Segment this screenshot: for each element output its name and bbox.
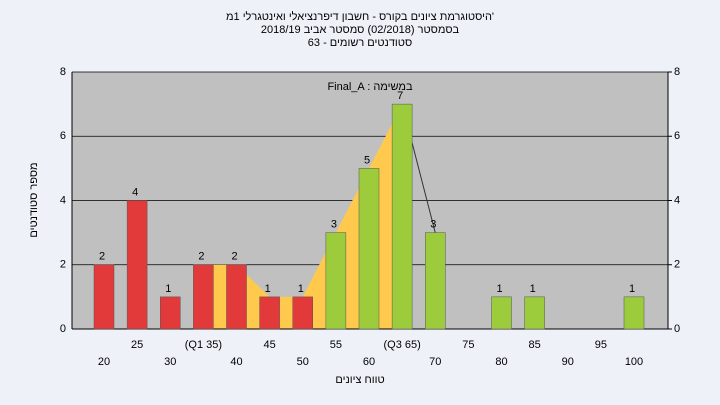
bar bbox=[623, 296, 645, 330]
y-tick-label: 8 bbox=[60, 66, 66, 78]
chart-subtitle: בסמסטר (02/2018) סמסטר אביב 2018/19 bbox=[261, 24, 460, 36]
data-label: 1 bbox=[629, 283, 635, 295]
x-tick-label: 100 bbox=[625, 356, 643, 368]
data-label: 1 bbox=[265, 283, 271, 295]
x-tick-label: (Q1 35) bbox=[185, 339, 222, 351]
quartile-area bbox=[203, 104, 403, 329]
data-label: 3 bbox=[430, 219, 436, 231]
y2-tick-label: 6 bbox=[674, 130, 680, 142]
data-label: 1 bbox=[298, 283, 304, 295]
bar bbox=[193, 264, 214, 330]
data-label: 7 bbox=[397, 90, 403, 102]
y2-tick-label: 2 bbox=[674, 259, 680, 271]
x-tick-label: 20 bbox=[98, 356, 110, 368]
y2-tick-label: 0 bbox=[674, 323, 680, 335]
data-label: 5 bbox=[364, 154, 370, 166]
bar bbox=[93, 264, 115, 330]
bar bbox=[524, 296, 545, 330]
bar bbox=[425, 232, 446, 330]
chart-title: 'היסטוגרמת ציונים בקורס - חשבון דיפרנציא… bbox=[226, 10, 494, 23]
bar bbox=[226, 264, 247, 330]
x-tick-label: 50 bbox=[297, 356, 309, 368]
x-tick-label: 90 bbox=[562, 356, 574, 368]
y-tick-label: 6 bbox=[60, 130, 66, 142]
y-axis-label: מספר סטודנטים bbox=[28, 162, 40, 237]
x-tick-label: 55 bbox=[330, 339, 342, 351]
x-tick-label: 25 bbox=[131, 339, 143, 351]
bar bbox=[292, 296, 313, 330]
x-tick-label: 85 bbox=[529, 339, 541, 351]
x-tick-label: 60 bbox=[363, 356, 375, 368]
x-tick-label: 30 bbox=[164, 356, 176, 368]
x-tick-label: (Q3 65) bbox=[383, 339, 420, 351]
bar bbox=[160, 296, 181, 330]
x-tick-label: 95 bbox=[595, 339, 607, 351]
data-label: 2 bbox=[231, 251, 237, 263]
x-tick-label: 70 bbox=[429, 356, 441, 368]
y2-tick-label: 8 bbox=[674, 66, 680, 78]
data-label: 1 bbox=[530, 283, 536, 295]
x-tick-label: 45 bbox=[264, 339, 276, 351]
y-tick-label: 2 bbox=[60, 259, 66, 271]
x-tick-label: 75 bbox=[462, 339, 474, 351]
y-tick-label: 0 bbox=[60, 323, 66, 335]
annotation: Final_A : במשימה bbox=[327, 81, 413, 93]
x-tick-label: 40 bbox=[230, 356, 242, 368]
data-label: 4 bbox=[132, 186, 138, 198]
bar bbox=[358, 168, 380, 330]
x-axis-label: טווח ציונים bbox=[335, 374, 384, 386]
bar bbox=[325, 232, 347, 330]
chart-subtitle: סטודנטים רשומים - 63 bbox=[308, 37, 412, 49]
data-label: 2 bbox=[198, 251, 204, 263]
data-label: 2 bbox=[99, 251, 105, 263]
bar bbox=[491, 296, 512, 330]
y2-tick-label: 4 bbox=[674, 194, 680, 206]
y-tick-label: 4 bbox=[60, 194, 66, 206]
data-label: 3 bbox=[331, 219, 337, 231]
bar bbox=[391, 103, 413, 330]
data-label: 1 bbox=[165, 283, 171, 295]
x-tick-label: 80 bbox=[495, 356, 507, 368]
bar bbox=[259, 296, 280, 330]
data-label: 1 bbox=[496, 283, 502, 295]
bar bbox=[126, 200, 148, 330]
